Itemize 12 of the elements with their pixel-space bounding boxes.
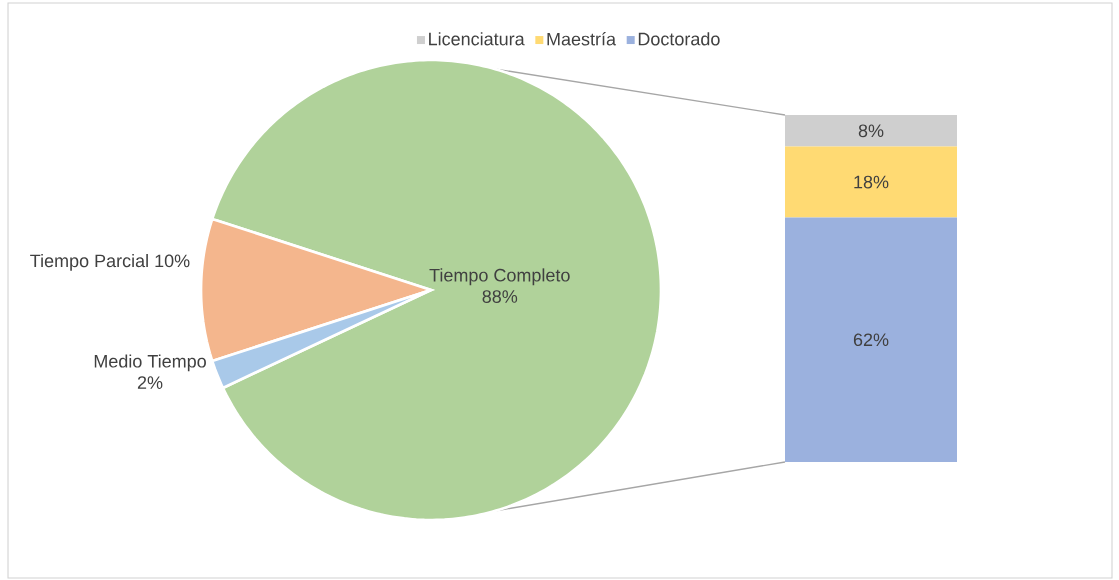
- legend-label: Doctorado: [638, 32, 720, 46]
- data-label: 88%: [482, 290, 518, 303]
- data-label: 62%: [853, 333, 889, 347]
- data-label: 8%: [858, 124, 884, 138]
- legend-label: Licenciatura: [429, 32, 525, 46]
- legend-label: Maestría: [547, 32, 617, 46]
- data-label: 18%: [854, 175, 889, 189]
- slice-label: Tiempo Parcial: [30, 253, 148, 271]
- slice-label: Medio Tiempo: [94, 354, 206, 372]
- data-label: 10%: [155, 254, 190, 268]
- slice-label: Tiempo Completo: [429, 268, 570, 286]
- data-label: 2%: [137, 376, 163, 389]
